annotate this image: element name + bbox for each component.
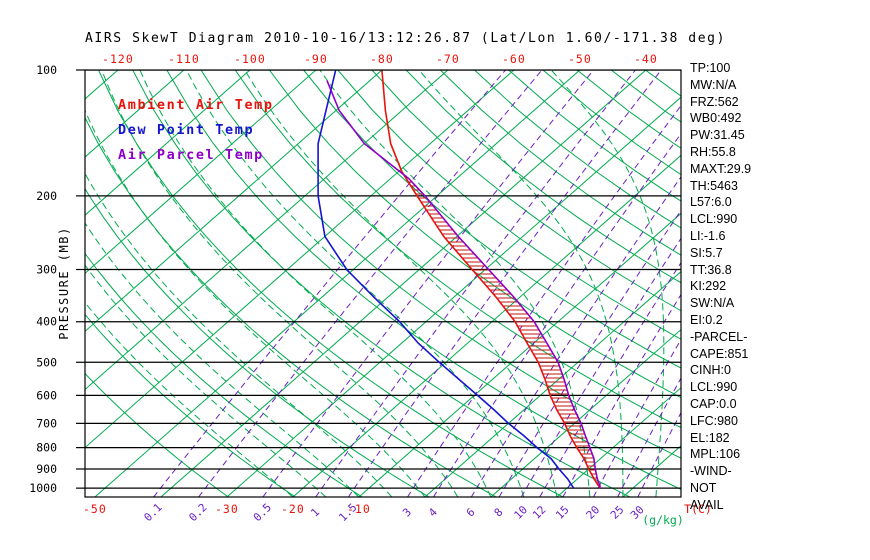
stat-line: RH:55.8 [690,144,736,159]
legend: Ambient Air Temp Dew Point Temp Air Parc… [118,93,274,168]
svg-text:-50: -50 [568,52,592,66]
chart-title: AIRS SkewT Diagram 2010-10-16/13:12:26.8… [85,31,727,46]
svg-text:(g/kg): (g/kg) [642,513,684,527]
stat-line: -PARCEL- [690,329,748,344]
stat-line: SW:N/A [690,296,735,311]
legend-air-parcel-temp: Air Parcel Temp [118,147,264,163]
stat-line: CAP:0.0 [690,396,737,411]
svg-text:1: 1 [308,506,322,520]
svg-text:-70: -70 [436,52,460,66]
ambient-curve [381,70,601,489]
pressure-ticks [76,69,85,489]
stat-line: KI:292 [690,279,727,294]
svg-text:T(C): T(C) [684,502,712,516]
svg-text:-10: -10 [347,502,371,516]
stat-line: NOT [690,480,717,495]
svg-text:-110: -110 [168,52,200,66]
top-temp-labels: -120 -110 -100 -90 -80 -70 -60 -50 -40 [102,52,658,66]
stat-line: MAXT:29.9 [690,161,752,176]
bottom-axis-labels: -50 -30 -20 -100.1 0.2 0.5 1 1.5 3 4 6 8 10 12 15 20 25 3… [83,501,712,527]
svg-text:-90: -90 [304,52,328,66]
stat-line: AVAIL [690,497,724,512]
stat-line: CAPE:851 [690,346,749,361]
svg-text:1000: 1000 [29,481,57,495]
svg-text:0.1: 0.1 [141,501,164,524]
svg-text:-30: -30 [215,502,239,516]
plot-background [85,70,681,497]
svg-text:-80: -80 [370,52,394,66]
svg-text:900: 900 [36,462,57,476]
svg-text:8: 8 [492,506,506,520]
svg-text:15: 15 [553,503,572,522]
svg-text:-100: -100 [234,52,266,66]
moist-adiabats [85,70,665,497]
stat-line: EL:182 [690,430,730,445]
legend-dew-point-temp: Dew Point Temp [118,122,255,138]
svg-text:300: 300 [36,263,57,277]
stat-line: EI:0.2 [690,312,723,327]
svg-text:-40: -40 [634,52,658,66]
stat-line: TT:36.8 [690,262,732,277]
svg-text:200: 200 [36,189,57,203]
pressure-axis-label: PRESSURE (MB) [57,226,71,340]
svg-text:100: 100 [36,63,57,77]
svg-text:0.5: 0.5 [251,501,274,524]
svg-text:6: 6 [464,506,478,520]
stat-line: L57:6.0 [690,195,732,210]
svg-text:25: 25 [608,503,627,522]
stat-line: MW:N/A [690,77,737,92]
pressure-tick-labels: 100 200 300 400 500 600 700 800 900 1000 [29,63,57,495]
svg-text:400: 400 [36,315,57,329]
svg-text:3: 3 [400,506,414,520]
svg-text:-20: -20 [281,502,305,516]
svg-text:4: 4 [426,505,440,519]
stat-line: WB0:492 [690,111,742,126]
svg-text:12: 12 [530,503,549,522]
svg-text:20: 20 [584,503,603,522]
plot-border [84,69,682,498]
svg-text:-120: -120 [102,52,134,66]
stat-line: LFC:980 [690,413,738,428]
stat-line: CINH:0 [690,363,731,378]
stat-line: LI:-1.6 [690,228,726,243]
stat-line: TH:5463 [690,178,738,193]
stat-line: PW:31.45 [690,128,745,143]
dry-adiabats [85,70,681,497]
stat-line: LCL:990 [690,212,738,227]
svg-text:700: 700 [36,416,57,430]
svg-text:800: 800 [36,441,57,455]
dewpoint-curve [317,70,575,489]
svg-text:0.2: 0.2 [186,501,209,524]
svg-text:10: 10 [512,503,531,522]
stat-line: SI:5.7 [690,245,723,260]
stat-line: FRZ:562 [690,94,739,109]
stats-panel: TP:100 MW:N/A FRZ:562 WB0:492 PW:31.45 RH:55.… [690,60,751,514]
svg-text:-60: -60 [502,52,526,66]
pressure-lines [85,70,681,489]
svg-text:-50: -50 [83,502,107,516]
stat-line: MPL:106 [690,447,741,462]
stat-line: TP:100 [690,61,731,75]
stat-line: -WIND- [690,464,732,479]
svg-text:600: 600 [36,388,57,402]
stat-line: LCL:990 [690,380,738,395]
parcel-curve [326,80,601,489]
legend-ambient-air-temp: Ambient Air Temp [118,97,274,113]
svg-text:500: 500 [36,355,57,369]
